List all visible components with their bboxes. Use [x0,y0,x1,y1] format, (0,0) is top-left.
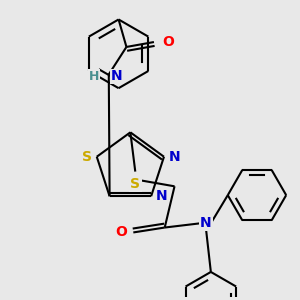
Text: N: N [169,150,181,164]
Text: O: O [116,225,128,239]
Text: N: N [200,216,212,230]
Text: S: S [82,150,92,164]
Text: O: O [162,35,174,49]
Text: H: H [88,70,99,83]
Text: N: N [156,189,168,203]
Text: S: S [130,176,140,190]
Text: N: N [111,69,122,83]
